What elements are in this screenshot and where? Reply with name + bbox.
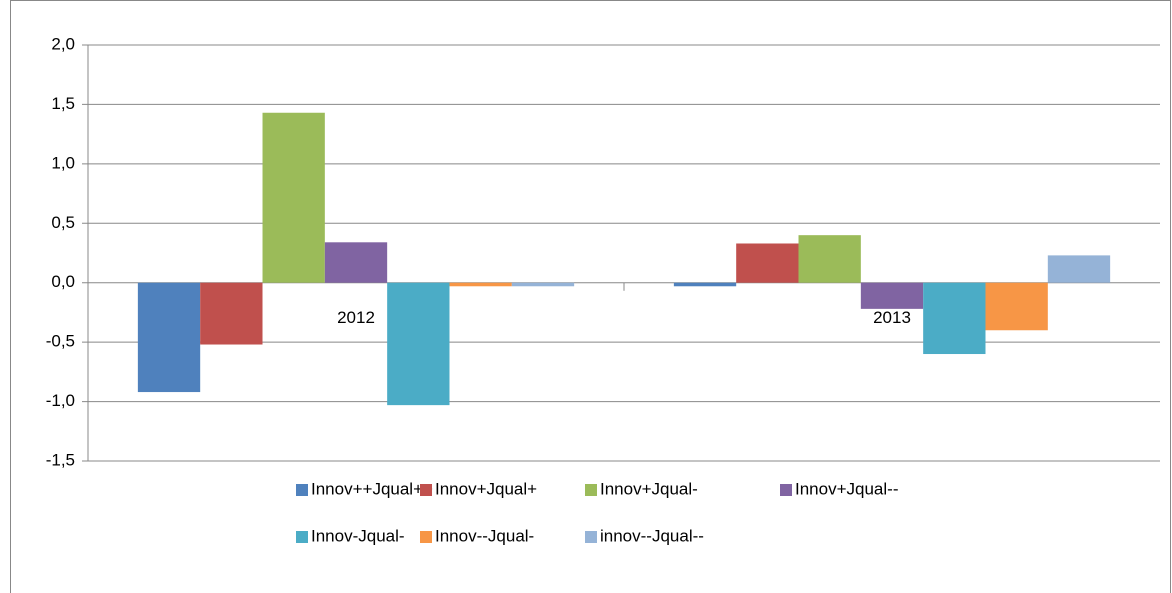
- y-tick-label: -1,0: [46, 391, 75, 410]
- y-tick-label: -1,5: [46, 450, 75, 469]
- legend-label: Innov+Jqual--: [795, 479, 898, 498]
- bar: [1047, 255, 1111, 283]
- x-tick-label: 2012: [337, 308, 375, 327]
- y-tick-label: 2,0: [51, 34, 75, 53]
- bar: [860, 282, 924, 309]
- bar: [137, 282, 201, 393]
- bar: [262, 112, 325, 283]
- bar: [673, 282, 737, 287]
- legend-swatch: [420, 484, 432, 496]
- legend-label: Innov-Jqual-: [311, 526, 405, 545]
- bar: [511, 282, 575, 287]
- legend-swatch: [585, 484, 597, 496]
- legend-swatch: [296, 484, 308, 496]
- legend-label: Innov+Jqual+: [435, 479, 537, 498]
- legend-label: Innov++Jqual++: [311, 479, 433, 498]
- legend-swatch: [585, 531, 597, 543]
- legend-swatch: [420, 531, 432, 543]
- y-tick-label: 0,0: [51, 272, 75, 291]
- legend-label: innov--Jqual--: [600, 526, 704, 545]
- legend-label: Innov+Jqual-: [600, 479, 698, 498]
- legend-label: Innov--Jqual-: [435, 526, 534, 545]
- bar: [923, 282, 986, 355]
- bar: [387, 282, 450, 406]
- legend-swatch: [780, 484, 792, 496]
- bar: [798, 235, 861, 283]
- y-tick-label: 1,0: [51, 153, 75, 172]
- bar: [324, 242, 388, 283]
- y-tick-label: -0,5: [46, 332, 75, 351]
- bar: [736, 243, 799, 283]
- y-tick-label: 1,5: [51, 94, 75, 113]
- bar: [449, 282, 512, 287]
- y-tick-label: 0,5: [51, 213, 75, 232]
- legend-swatch: [296, 531, 308, 543]
- bar: [200, 282, 263, 345]
- x-tick-label: 2013: [873, 308, 911, 327]
- bar: [985, 282, 1048, 331]
